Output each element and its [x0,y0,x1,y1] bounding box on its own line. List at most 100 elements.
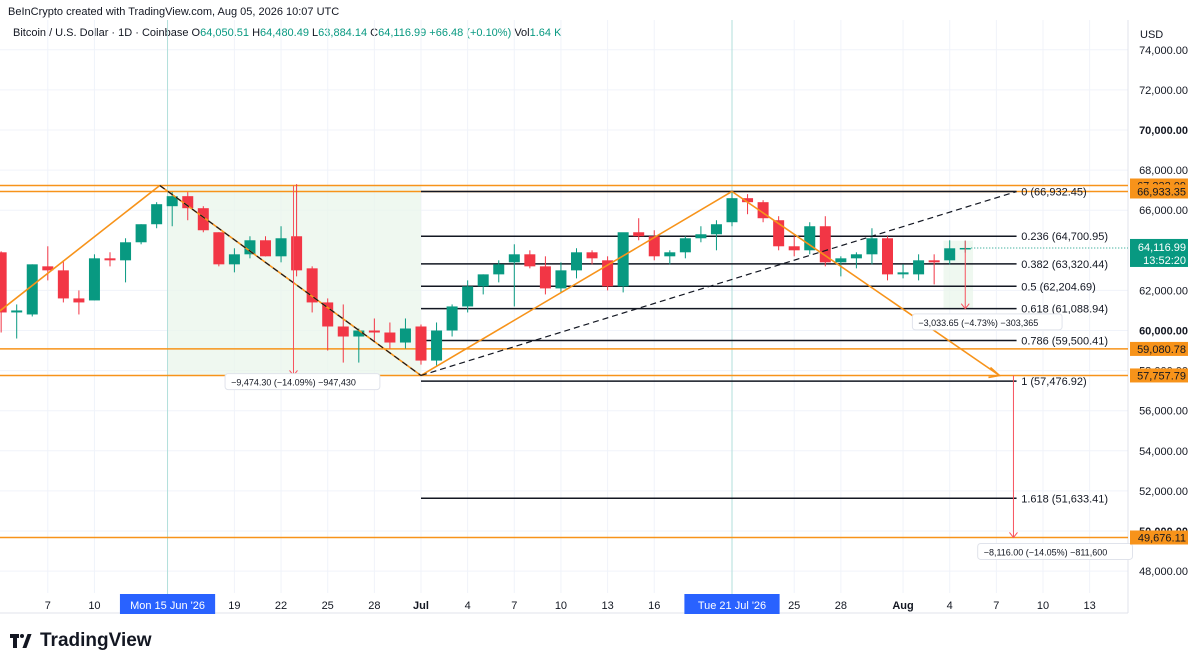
candle-body [446,306,458,331]
countdown-label: 13:52:20 [1143,255,1186,267]
measure-arrow-head [1009,532,1018,539]
candle-body [788,246,800,251]
candle-body [493,264,505,275]
time-tick-label: 7 [993,600,999,612]
fib-level-label: 0.382 (63,320.44) [1021,259,1108,271]
price-tick-label: 54,000.00 [1139,446,1188,458]
time-tick-label: 13 [601,600,613,612]
time-tick-label: 22 [275,600,287,612]
price-tick-label: 70,000.00 [1139,125,1188,137]
candle-body [166,196,178,207]
candle-body [337,326,349,337]
fib-level-label: 0.5 (62,204.69) [1021,281,1096,293]
candle-body [42,266,54,271]
candle-body [773,220,785,247]
price-tag [1130,341,1188,356]
trend-arrow-head [988,366,1002,379]
measure-label-box [977,542,1133,560]
price-tag [1130,530,1188,545]
price-tick-label: 52,000.00 [1139,486,1188,498]
candle-body [913,260,925,275]
price-tick-label: 72,000.00 [1139,85,1188,97]
tradingview-logo[interactable]: TradingView [10,630,152,652]
candle-body [368,330,380,333]
candle-body [135,224,147,243]
candle-body [602,260,614,287]
time-highlight-tag [119,594,216,614]
time-tick-label: 10 [1037,600,1049,612]
candle-body [695,234,707,239]
price-tick-label: 68,000.00 [1139,165,1188,177]
candle-body [819,226,831,263]
measure-label: −8,116.00 (−14.05%) −811,600 [984,547,1108,557]
time-tick-label: 19 [228,600,240,612]
candle-body [0,252,7,313]
candle-body [539,266,551,289]
candle-body [477,274,489,287]
candle-body [73,298,85,303]
price-tag-label: 49,676.11 [1138,532,1186,544]
candle-body [804,226,816,251]
change-value: +66.48 (+0.10%) [429,27,512,39]
open-label: O [191,27,201,39]
candle-body [244,240,256,255]
candle-body [586,252,598,259]
time-tick-label: 25 [322,600,334,612]
time-tick-label: 28 [368,600,380,612]
candle-body [197,208,209,231]
high-value: 64,480.49 [260,27,309,39]
candle-body [291,236,303,271]
candle-body [617,232,629,287]
trend-line [0,184,161,312]
candle-body [633,232,645,237]
time-highlight-tag [684,594,780,614]
price-tag-label: 59,080.78 [1137,344,1186,356]
candle-body [571,252,582,271]
price-tick-label: 66,000.00 [1139,205,1188,217]
low-label: L [312,27,319,39]
measure-label-box [911,313,1063,331]
low-value: 63,884.14 [318,27,368,39]
fib-level-label: 0.786 (59,500.41) [1021,336,1108,348]
current-price-tag [1130,238,1188,267]
current-price-label: 64,116.99 [1138,242,1186,254]
fib-level-label: 0 (66,932.45) [1021,187,1086,199]
candle-body [508,254,520,263]
candle-body [928,260,940,263]
candle-body [866,238,878,255]
candle-body [26,264,38,315]
time-tick-label: 7 [45,600,51,612]
candle-body [835,258,847,263]
measure-label: −9,474.30 (−14.09%) −947,430 [231,378,356,388]
price-tick-label: 48,000.00 [1139,566,1188,578]
candle-body [260,240,271,257]
currency-label[interactable]: USD [1140,29,1164,41]
symbol-title: Bitcoin / U.S. Dollar · 1D · Coinbase [13,27,189,39]
price-tick-label: 74,000.00 [1139,45,1188,57]
candle-body [306,268,318,303]
price-tick-label: 62,000.00 [1139,285,1188,297]
price-tick-label: 56,000.00 [1139,406,1188,418]
candle-body [850,254,862,259]
price-tag [1130,184,1188,199]
time-tick-label: Aug [892,600,913,612]
time-tick-label: 25 [788,600,800,612]
candle-body [757,202,769,219]
measure-label-box [224,373,381,391]
price-tag [1130,368,1188,383]
time-tick-label: 16 [648,600,660,612]
fib-level-label: 0.236 (64,700.95) [1021,231,1108,243]
candle-body [104,258,116,261]
volume-value: 1.64 K [529,27,562,39]
open-value: 64,050.51 [200,27,250,39]
candle-body [679,238,691,253]
measure-label: −3,033.65 (−4.73%) −303,365 [918,318,1038,328]
symbol-legend: Bitcoin / U.S. Dollar · 1D · Coinbase O6… [13,27,561,39]
candle-body [11,310,23,313]
price-tag-label: 66,933.35 [1137,186,1186,198]
candle-body [415,326,427,361]
time-tick-label: 10 [555,600,567,612]
candle-body [897,272,909,275]
candle-body [664,252,676,257]
